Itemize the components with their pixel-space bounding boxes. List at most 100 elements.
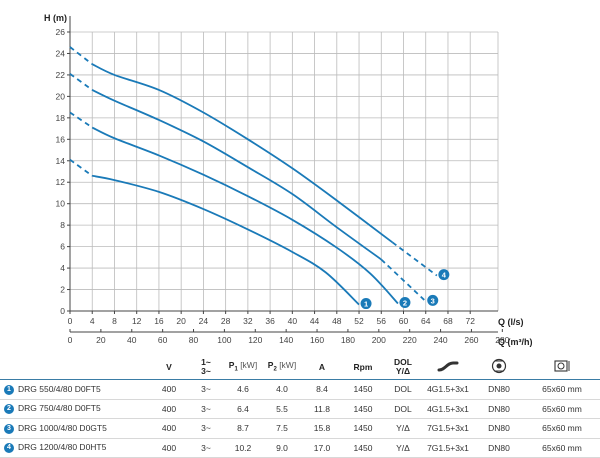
x-tick-label: 4 [90, 316, 95, 326]
x2-tick-label: 240 [433, 335, 447, 345]
flange-header [474, 354, 524, 380]
start-cell: DOL [384, 379, 422, 400]
x2-tick-label: 160 [310, 335, 324, 345]
p1-header-unit: [kW] [240, 360, 258, 371]
x-tick-label: 40 [288, 316, 298, 326]
x2-tick-label: 260 [464, 335, 478, 345]
p1-header: P1 [kW] [224, 354, 262, 380]
curve-2-line [91, 126, 399, 305]
rpm-header: Rpm [342, 354, 384, 380]
p1-header-label: P [228, 360, 235, 371]
current-cell: 15.8 [302, 418, 342, 439]
x-tick-label: 24 [199, 316, 209, 326]
curve-1-badge [360, 298, 372, 310]
flange-cell: DN80 [474, 399, 524, 419]
y-tick-label: 6 [60, 242, 65, 252]
y-tick-label: 2 [60, 285, 65, 295]
cable-cell: 4G1.5+3x1 [422, 399, 474, 419]
curve-3-line [91, 89, 382, 261]
y-tick-label: 14 [56, 156, 66, 166]
p2-header-sub: 2 [273, 366, 277, 373]
curve-2-badge [399, 296, 411, 308]
current-cell: 8.4 [302, 379, 342, 400]
rpm-cell: 1450 [342, 418, 384, 439]
spec-table: V 1~ 3~ P1 [kW] P2 [kW] A Rpm DOL Y/Δ 1 DRG… [0, 354, 600, 458]
spec-header-row: V 1~ 3~ P1 [kW] P2 [kW] A Rpm DOL Y/Δ [0, 354, 600, 380]
flange-icon [491, 358, 507, 373]
x-tick-label: 20 [176, 316, 186, 326]
y-tick-label: 12 [56, 177, 66, 187]
x2-tick-label: 20 [96, 335, 106, 345]
x-tick-label: 8 [112, 316, 117, 326]
x-tick-label: 60 [399, 316, 409, 326]
curve-4-badge-label: 4 [442, 271, 447, 280]
dimensions-icon [554, 359, 570, 372]
curve-3-badge-label: 3 [431, 296, 435, 305]
x-tick-label: 52 [354, 316, 364, 326]
curve-badge: 3 [4, 423, 14, 434]
p2-cell: 4.0 [262, 379, 302, 400]
p1-cell: 8.7 [224, 418, 262, 439]
voltage-cell: 400 [150, 379, 188, 400]
y-tick-label: 24 [56, 48, 66, 58]
voltage-cell: 400 [150, 418, 188, 439]
cable-icon [437, 361, 459, 371]
curve-3-dashed-end [380, 258, 427, 302]
curve-4-line [91, 63, 393, 244]
p2-header-unit: [kW] [279, 360, 297, 371]
curve-badge: 2 [4, 404, 14, 415]
x2-axis-label: Q (m³/h) [498, 337, 533, 347]
y-tick-label: 20 [56, 91, 66, 101]
curve-badge: 4 [4, 443, 14, 454]
y-tick-label: 22 [56, 70, 66, 80]
x2-tick-label: 60 [158, 335, 168, 345]
flange-cell: DN80 [474, 418, 524, 439]
y-axis-label: H (m) [44, 13, 67, 23]
curve-3-badge [427, 294, 439, 306]
x2-tick-label: 180 [341, 335, 355, 345]
rpm-cell: 1450 [342, 399, 384, 419]
curve-4-dashed-start [69, 46, 93, 65]
curve-1-badge-label: 1 [364, 300, 368, 309]
x-tick-label: 48 [332, 316, 342, 326]
y-tick-label: 10 [56, 199, 66, 209]
y-tick-label: 0 [60, 306, 65, 316]
start-header-top: DOL [394, 356, 412, 367]
spec-table-body: 1 DRG 550/4/80 D0FT5 400 3~ 4.6 4.0 8.4 1450 DOL… [0, 379, 600, 458]
model-name: DRG 750/4/80 D0FT5 [18, 403, 101, 414]
x-tick-label: 0 [68, 316, 73, 326]
x-tick-label: 56 [377, 316, 387, 326]
x-tick-label: 32 [243, 316, 253, 326]
dimensions-cell: 65x60 mm [524, 418, 600, 439]
x-tick-label: 36 [265, 316, 275, 326]
dimensions-cell: 65x60 mm [524, 379, 600, 400]
curve-2-dashed-start [69, 111, 93, 129]
curve-4-badge [438, 269, 450, 281]
phase-header: 1~ 3~ [188, 354, 224, 380]
x-tick-label: 68 [443, 316, 453, 326]
curve-3-dashed-start [69, 73, 93, 91]
phase-cell: 3~ [188, 418, 224, 439]
p2-cell: 7.5 [262, 418, 302, 439]
x2-tick-label: 0 [68, 335, 73, 345]
model-cell: 3 DRG 1000/4/80 D0GT5 [0, 418, 150, 439]
current-header: A [302, 354, 342, 380]
voltage-header: V [150, 354, 188, 380]
curves: 1 2 3 4 [69, 46, 450, 310]
x2-tick-label: 280 [495, 335, 509, 345]
x-tick-label: 16 [154, 316, 164, 326]
model-cell: 1 DRG 550/4/80 D0FT5 [0, 379, 150, 400]
dimensions-cell: 65x60 mm [524, 399, 600, 419]
cable-cell: 7G1.5+3x1 [422, 418, 474, 439]
phase-cell: 3~ [188, 399, 224, 419]
x2-tick-label: 80 [189, 335, 199, 345]
model-name: DRG 1000/4/80 D0GT5 [18, 422, 107, 433]
table-row: 3 DRG 1000/4/80 D0GT5 400 3~ 8.7 7.5 15.8 1450 Y… [0, 418, 600, 439]
model-cell: 2 DRG 750/4/80 D0FT5 [0, 399, 150, 419]
p1-header-sub: 1 [234, 366, 238, 373]
x2-tick-label: 40 [127, 335, 137, 345]
cable-header [422, 354, 474, 380]
flange-cell: DN80 [474, 379, 524, 400]
